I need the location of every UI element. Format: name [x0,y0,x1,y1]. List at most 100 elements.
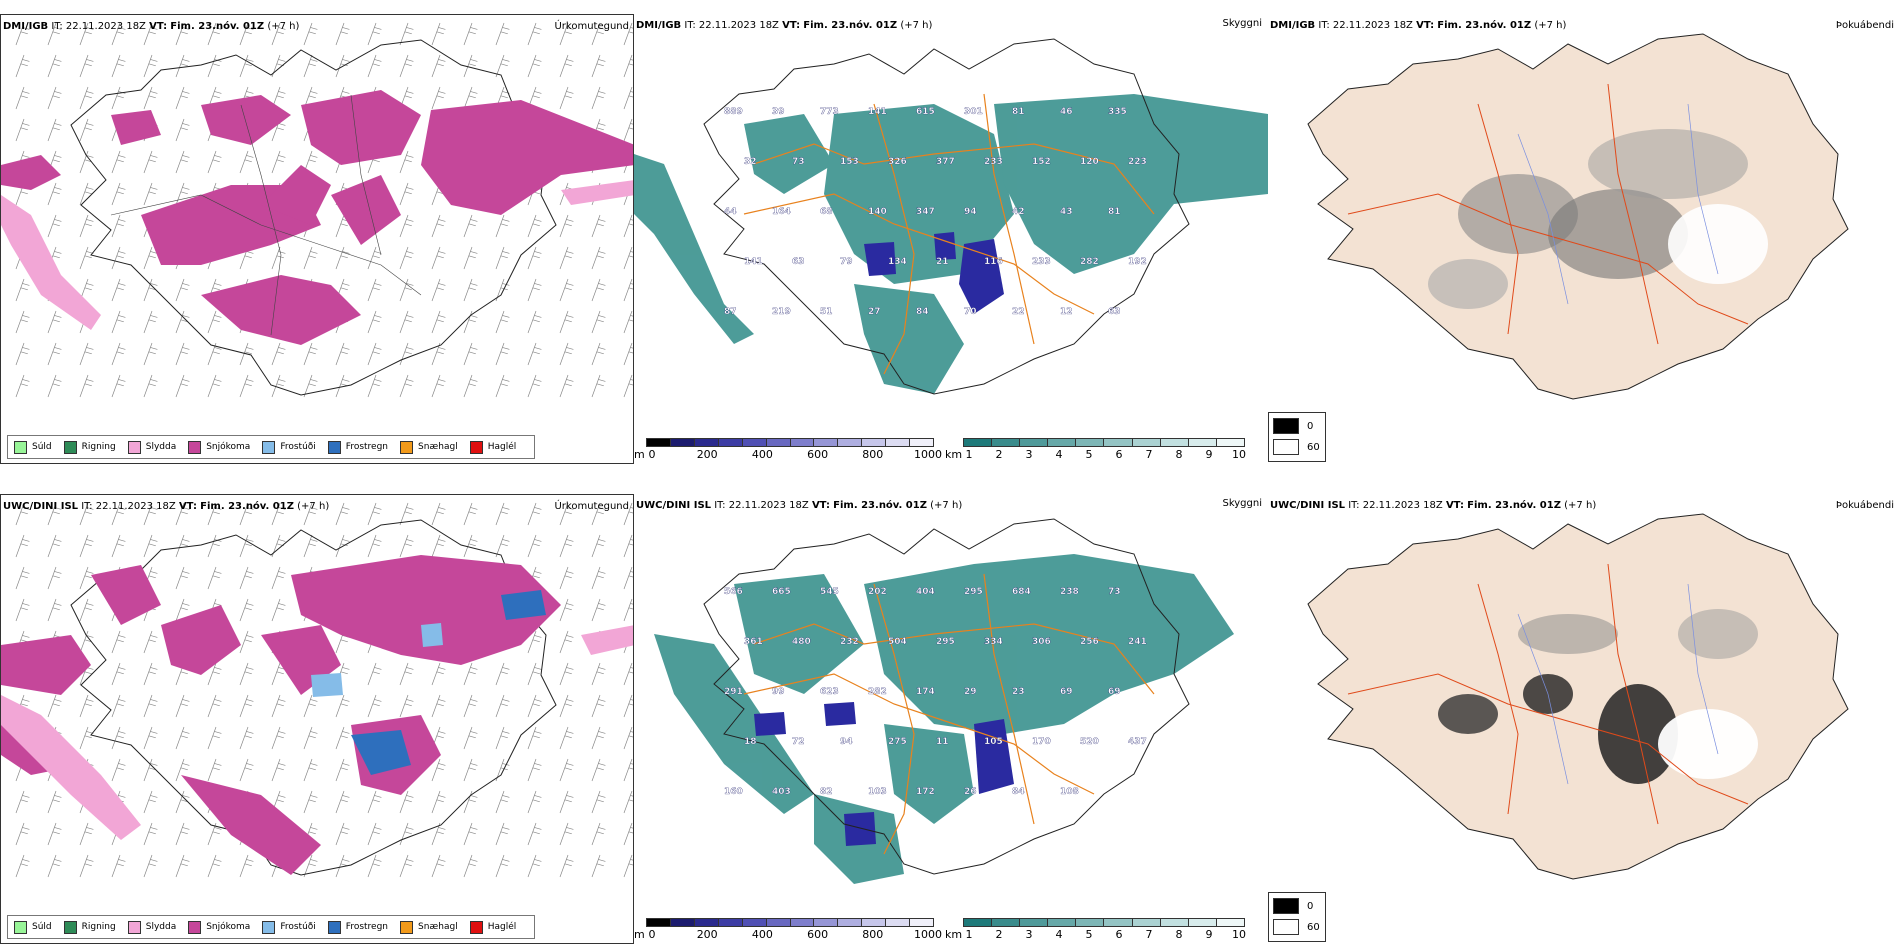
legend-swatch [327,920,341,934]
cloud-base-value: 665 [772,587,791,597]
wind-barb [175,566,190,590]
colorbar-tick: 800 [862,928,884,941]
wind-barb [143,502,158,526]
model-name: UWC/DINI ISL [636,500,712,511]
colorbar-cell [694,439,719,446]
wind-barb [47,22,62,46]
wind-barb [111,630,126,654]
wind-barb [527,854,542,878]
cloud-base-value: 160 [724,787,743,797]
roads [1347,563,1749,825]
wind-barb [239,54,254,78]
wind-barb [303,758,318,782]
wind-barb [431,502,446,526]
wind-barb [591,726,606,750]
fog-legend-label: 0 [1307,420,1314,432]
cloud-base-value: 326 [888,157,907,167]
cloud-base-value: 140 [868,207,887,217]
wind-barb [623,118,633,142]
colorbar-tick: 4 [1055,928,1063,941]
fog-legend-bottom: 0 60 [1268,892,1326,942]
wind-barb [175,726,190,750]
legend-swatch [188,440,202,454]
wind-barb [559,54,574,78]
cloud-base-value: 361 [744,637,763,647]
fog-legend-item: 60 [1273,919,1321,935]
wind-barb [495,342,510,366]
wind-barb [47,790,62,814]
wind-barb [111,182,126,206]
colorbar-cell [838,919,863,926]
wind-barb [47,214,62,238]
snow-areas [1,555,561,875]
wind-barb [367,502,382,526]
cloud-base-value: 82 [820,787,833,797]
init-time-label: IT: [1348,500,1360,511]
colorbar-cell [838,439,863,446]
wind-barb [559,22,574,46]
init-time: 22.11.2023 18Z [95,501,176,512]
cloud-base-value: 291 [724,687,743,697]
valid-time: Fim. 23.nóv. 01Z [833,500,927,511]
cloud-base-value: 23 [1012,687,1025,697]
wind-barb [527,22,542,46]
wind-barb [623,822,633,846]
wind-barb [15,502,30,526]
panel-header: UWC/DINI ISL IT: 22.11.2023 18Z VT: Fim.… [3,501,329,512]
cloud-base-value: 623 [820,687,839,697]
wind-barb [431,310,446,334]
wind-barb [431,758,446,782]
wind-barb [15,22,30,46]
fog-legend-item: 60 [1273,439,1321,455]
wind-barb [463,534,478,558]
wind-barb [303,790,318,814]
wind-barb [47,86,62,110]
wind-barb [15,534,30,558]
valid-time: Fim. 23.nóv. 01Z [1437,20,1532,31]
colorbar-tick: 10 [1232,928,1246,941]
wind-barb [15,790,30,814]
wind-barb [559,246,574,270]
wind-barb [79,598,94,622]
wind-barb [303,374,318,398]
wind-barb [239,374,254,398]
cloud-base-value: 12 [1060,307,1073,317]
cloud-base-value: 306 [1032,637,1051,647]
legend-label: Frostúði [280,922,316,932]
lead-time: (+7 h) [1564,500,1597,511]
cloud-base-value: 42 [1012,207,1025,217]
wind-barb [431,214,446,238]
legend-label: Haglél [487,922,517,932]
wind-barb [463,246,478,270]
cloud-base-value: 105 [984,737,1003,747]
wind-barb [175,822,190,846]
cloud-base-value: 295 [936,637,955,647]
cloud-base-value: 72 [792,737,805,747]
wind-barb [463,694,478,718]
wind-barb [271,342,286,366]
wind-barb [367,278,382,302]
wind-barb [367,342,382,366]
wind-barb [175,150,190,174]
wind-barb [335,822,350,846]
wind-barb [111,854,126,878]
wind-barb [335,726,350,750]
colorbar-cell [790,439,815,446]
iceland-outline [703,38,1190,395]
colorbar-tick: 400 [751,928,773,941]
colorbar-cell [1160,919,1189,926]
wind-barb [559,854,574,878]
colorbar-cell [886,919,911,926]
wind-barb [239,854,254,878]
legend-swatch [327,440,341,454]
wind-barb [303,22,318,46]
fog-legend-item: 0 [1273,898,1321,914]
legend-swatch [63,440,77,454]
valid-time-label: VT: [811,500,830,511]
wind-barb [495,726,510,750]
wind-barb [591,598,606,622]
wind-barb [79,502,94,526]
roads [110,94,422,336]
lead-time: (+7 h) [297,501,330,512]
colorbar-cell [1076,439,1105,446]
